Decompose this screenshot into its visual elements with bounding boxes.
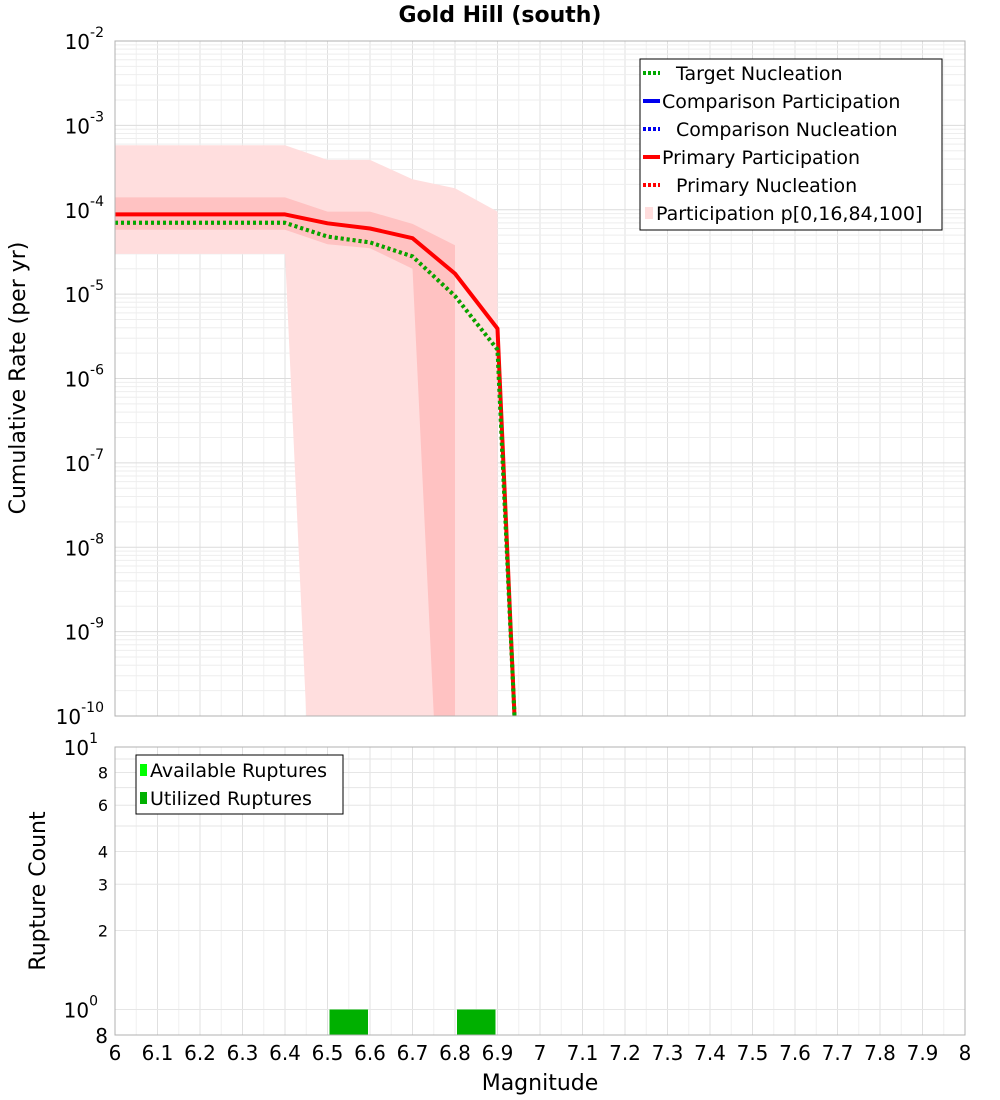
- magnitude-tick-label: 6.5: [312, 1041, 344, 1065]
- magnitude-x-ticks: 6 6.1 6.2 6.3 6.4 6.5 6.6 6.7 6.8 6.9 7 7.1 7.2 7.3 7.…: [109, 1041, 972, 1065]
- magnitude-tick-label: 6.6: [354, 1041, 386, 1065]
- legend-entry-label: Comparison Participation: [662, 91, 900, 113]
- magnitude-tick-label: 7.8: [864, 1041, 896, 1065]
- magnitude-tick-label: 6: [109, 1041, 122, 1065]
- rate-legend: Target Nucleation Comparison Participatio…: [639, 58, 943, 231]
- magnitude-tick-label: 7.9: [907, 1041, 939, 1065]
- magnitude-tick-label: 6.1: [142, 1041, 174, 1065]
- rupture-y-tick-label: 2: [98, 922, 108, 941]
- rate-y-tick-label: 10-2: [65, 25, 104, 54]
- magnitude-tick-label: 6.2: [184, 1041, 216, 1065]
- rupture-bars: [329, 1009, 496, 1035]
- magnitude-tick-label: 6.7: [397, 1041, 429, 1065]
- rupture-y-tick-label: 4: [98, 842, 108, 861]
- magnitude-tick-label: 7.7: [822, 1041, 854, 1065]
- legend-entry-label: Target Nucleation: [675, 63, 843, 85]
- magnitude-tick-label: 7.4: [694, 1041, 726, 1065]
- magnitude-tick-label: 7.3: [652, 1041, 684, 1065]
- magnitude-tick-label: 7: [534, 1041, 547, 1065]
- rate-y-tick-label: 10-6: [65, 363, 105, 392]
- rate-y-axis-label: Cumulative Rate (per yr): [6, 242, 31, 515]
- rate-y-tick-label: 10-5: [65, 278, 104, 307]
- participation-band-inner: [115, 197, 455, 716]
- rupture-legend: Available Ruptures Utilized Ruptures: [135, 754, 344, 815]
- legend-swatch-bar: [140, 764, 147, 776]
- rate-y-ticks: 10-2 10-3 10-4 10-5 10-6 10-7 10-8 10-9 10-10: [56, 25, 104, 729]
- rate-y-tick-label: 10-4: [65, 194, 105, 223]
- series-line-primary-participation: [115, 212, 517, 717]
- legend-entry-label: Primary Nucleation: [676, 175, 857, 197]
- legend-entry-label: Comparison Nucleation: [676, 119, 898, 141]
- legend-entry-label: Utilized Ruptures: [150, 788, 312, 810]
- participation-band-outer: [115, 145, 498, 717]
- participation-bands: [115, 145, 498, 717]
- magnitude-axis-label: Magnitude: [482, 1071, 599, 1096]
- magnitude-tick-label: 7.5: [737, 1041, 769, 1065]
- magnitude-tick-label: 6.8: [439, 1041, 471, 1065]
- rupture-y-tick-label: 6: [98, 796, 108, 815]
- magnitude-tick-label: 7.1: [567, 1041, 599, 1065]
- rate-plot-frame: [114, 40, 966, 717]
- magnitude-tick-label: 6.4: [269, 1041, 301, 1065]
- legend-entry-label: Primary Participation: [662, 147, 860, 169]
- rupture-y-tick-label: 3: [98, 875, 108, 894]
- rate-lines: [115, 212, 517, 717]
- rupture-y-tick-label: 101: [64, 731, 98, 760]
- legend-swatch-band: [645, 207, 653, 219]
- rupture-bar-utilized-ruptures: [329, 1009, 368, 1035]
- rupture-legend-box: [135, 754, 344, 815]
- magnitude-tick-label: 6.3: [227, 1041, 259, 1065]
- rate-y-tick-label: 10-9: [65, 616, 104, 645]
- rate-plot: 10-2 10-3 10-4 10-5 10-6 10-7 10-8 10-9 10-10 Cu…: [6, 25, 966, 729]
- magnitude-tick-label: 6.9: [482, 1041, 514, 1065]
- rupture-y-tick-label: 100: [64, 994, 98, 1023]
- rupture-y-tick-label: 8: [98, 763, 108, 782]
- legend-entry-label: Available Ruptures: [150, 760, 327, 782]
- magnitude-tick-label: 7.6: [779, 1041, 811, 1065]
- rupture-y-tick-label: 8: [95, 1024, 108, 1048]
- legend-swatch-bar: [140, 792, 147, 804]
- rate-y-tick-label: 10-10: [56, 700, 104, 729]
- magnitude-tick-label: 7.2: [609, 1041, 641, 1065]
- rate-y-tick-label: 10-8: [65, 531, 104, 560]
- magnitude-tick-label: 8: [959, 1041, 972, 1065]
- rate-y-tick-label: 10-3: [65, 109, 104, 138]
- chart-title: Gold Hill (south): [399, 3, 602, 28]
- rupture-bar-utilized-ruptures: [457, 1009, 496, 1035]
- rupture-y-axis-label: Rupture Count: [26, 811, 51, 971]
- rate-legend-box: [639, 58, 943, 231]
- rate-y-tick-label: 10-7: [65, 447, 104, 476]
- legend-entry-label: Participation p[0,16,84,100]: [656, 203, 922, 225]
- rupture-plot-frame: [114, 746, 966, 1036]
